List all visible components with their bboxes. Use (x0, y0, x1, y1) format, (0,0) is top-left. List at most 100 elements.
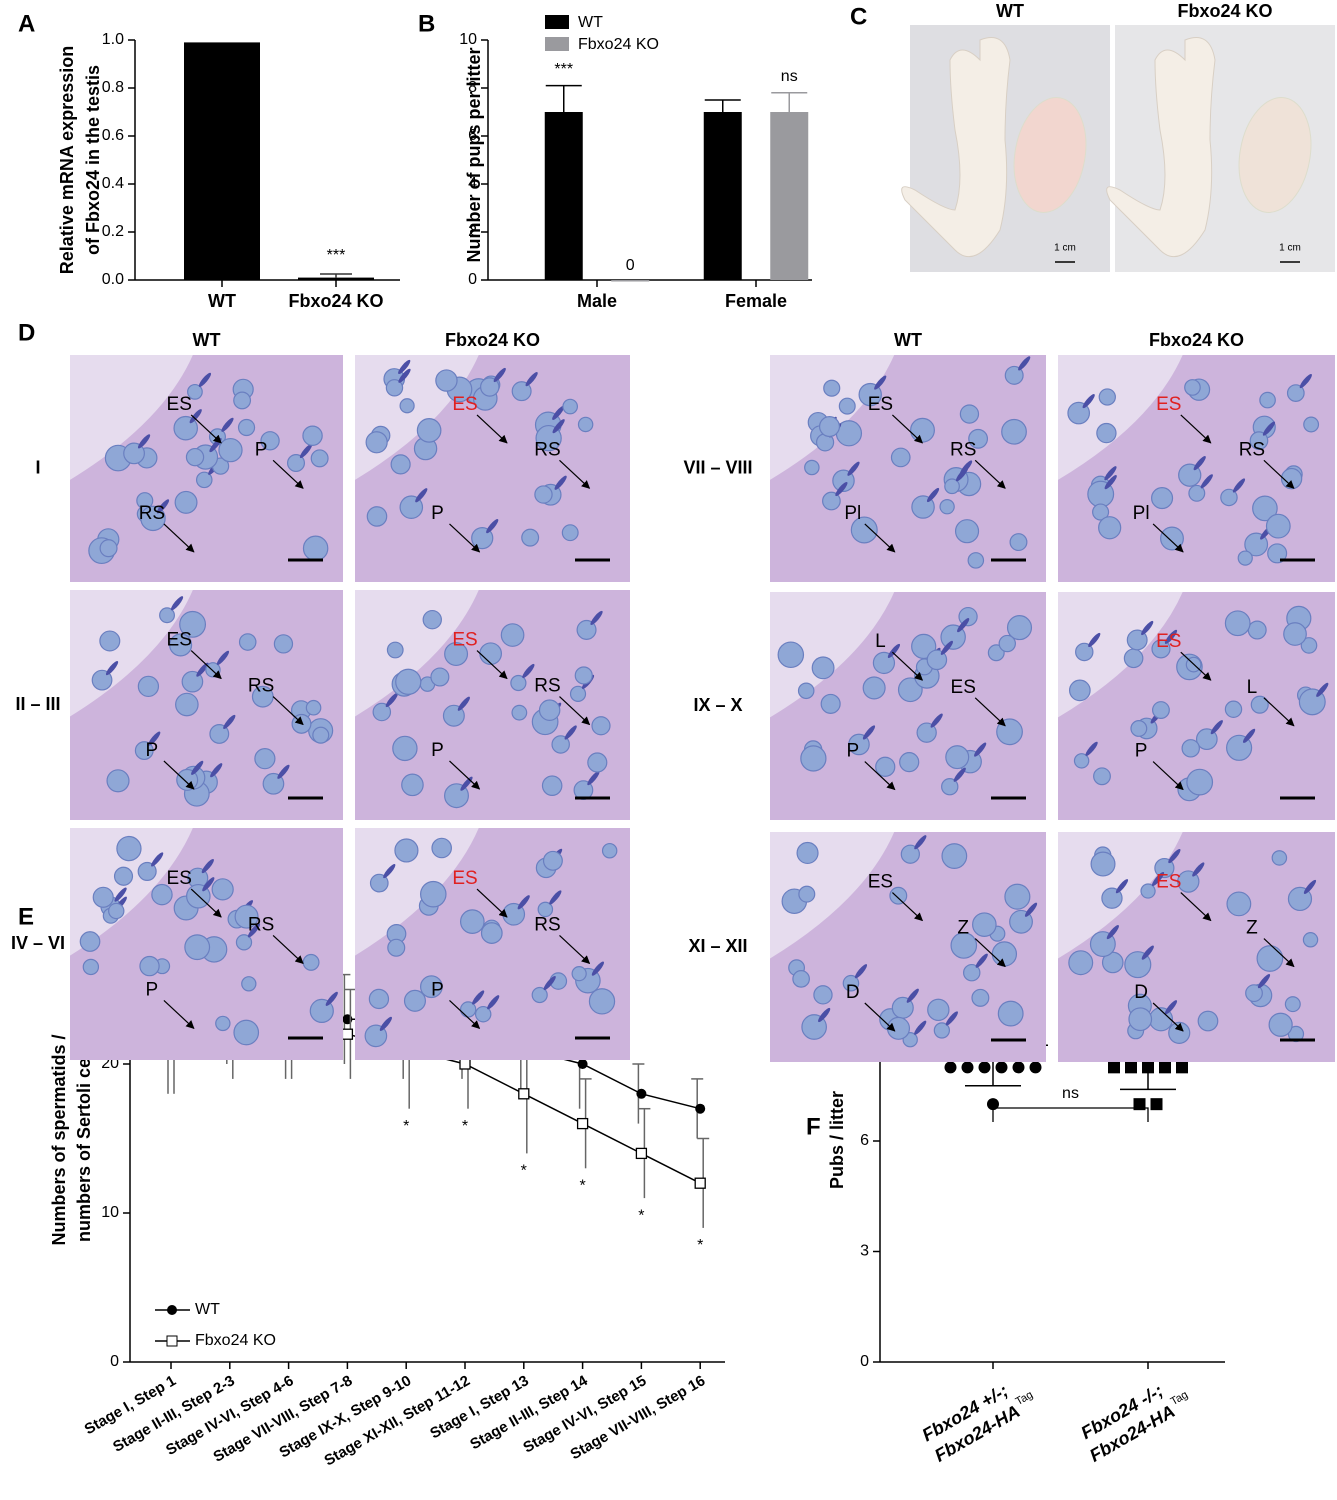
cell-arrow (1263, 697, 1295, 727)
nucleus (574, 666, 593, 685)
stage-label: I (35, 457, 40, 477)
nucleus (804, 459, 820, 476)
spermatid (415, 488, 428, 503)
cell-arrow (272, 459, 304, 489)
bar (298, 277, 374, 280)
nucleus (1009, 533, 1028, 552)
nucleus (480, 922, 503, 944)
cell-arrow (974, 459, 1006, 489)
spermatid (221, 417, 234, 432)
y-axis-label: Numbers of spermatids / (49, 1034, 69, 1245)
y-tick-label: 0.2 (102, 223, 124, 240)
point (1176, 1061, 1188, 1074)
cell-label: ES (167, 868, 192, 889)
cell-arrow (272, 935, 304, 965)
nucleus (576, 619, 597, 640)
nucleus (108, 902, 125, 920)
nucleus (474, 1005, 492, 1023)
nucleus (500, 623, 525, 647)
nucleus (1224, 610, 1251, 637)
panel-letter: B (418, 10, 435, 37)
spermatid (914, 835, 927, 850)
nucleus (365, 431, 388, 454)
nucleus (796, 841, 819, 865)
nucleus (933, 1022, 950, 1039)
spermatid (1024, 902, 1038, 917)
nucleus (113, 866, 134, 886)
spermatid (151, 852, 164, 867)
nucleus (822, 491, 841, 511)
cell-arrow (864, 761, 896, 791)
histology-image (355, 828, 630, 1060)
point (459, 1058, 471, 1070)
y-tick-label: 6 (860, 1132, 869, 1149)
nucleus (416, 418, 442, 443)
point (1125, 1061, 1137, 1074)
spermatid (914, 1020, 927, 1035)
lumen (70, 355, 193, 480)
cell-arrow (1180, 414, 1212, 444)
nucleus (1092, 503, 1110, 521)
significance: * (579, 1178, 585, 1195)
spermatid (1164, 629, 1178, 644)
nucleus (233, 1019, 260, 1046)
cell-label: P (255, 439, 268, 460)
nucleus (954, 519, 980, 544)
cell-arrow (891, 892, 924, 922)
y-tick-label: 3 (860, 1243, 869, 1260)
cell-arrow (190, 414, 222, 444)
nucleus (399, 398, 415, 414)
nucleus (137, 675, 160, 698)
cell-label: L (875, 631, 886, 652)
nucleus (134, 741, 154, 761)
point (1012, 1061, 1025, 1074)
legend-label: WT (195, 1301, 220, 1318)
nucleus (521, 528, 540, 547)
nucleus (797, 682, 815, 700)
spermatid (906, 988, 919, 1003)
spermatid (210, 763, 223, 778)
spermatid (847, 461, 860, 476)
spermatid (398, 359, 411, 375)
nucleus (312, 726, 330, 744)
nucleus (79, 931, 101, 952)
column-header: WT (193, 330, 221, 350)
nucleus (900, 844, 920, 864)
spermatid (148, 731, 161, 746)
nucleus (991, 941, 1018, 967)
spermatid (854, 964, 868, 979)
spermatid (383, 863, 396, 879)
nucleus (237, 418, 256, 437)
cell-label: P (431, 740, 444, 761)
spermatid (543, 975, 556, 991)
cell-label: RS (248, 914, 274, 935)
spermatid (1082, 394, 1095, 409)
significance: * (638, 1207, 644, 1224)
nucleus (818, 416, 841, 438)
nucleus (392, 735, 418, 762)
nucleus (1250, 695, 1269, 714)
nucleus (538, 699, 561, 721)
nucleus (401, 773, 424, 797)
nucleus (1181, 739, 1200, 758)
x-tick-label: Female (725, 291, 787, 311)
cell-arrow (891, 414, 924, 444)
histology-image (1058, 355, 1335, 582)
nucleus (510, 674, 527, 692)
y-tick-label: 0 (468, 271, 477, 288)
point (1150, 1098, 1163, 1111)
legend-label: WT (578, 14, 603, 31)
spermatid (1085, 741, 1098, 756)
point (518, 1088, 530, 1100)
nucleus (302, 953, 320, 971)
nucleus (1188, 484, 1206, 502)
cell-arrow (559, 935, 591, 965)
spermatid (1303, 879, 1317, 894)
cell-label: RS (139, 503, 165, 524)
cell-label: Z (957, 918, 969, 939)
spermatid (299, 443, 313, 459)
spermatid (1088, 632, 1101, 648)
y-tick-label: 8 (468, 79, 477, 96)
nucleus (910, 417, 935, 443)
nucleus (971, 988, 990, 1007)
